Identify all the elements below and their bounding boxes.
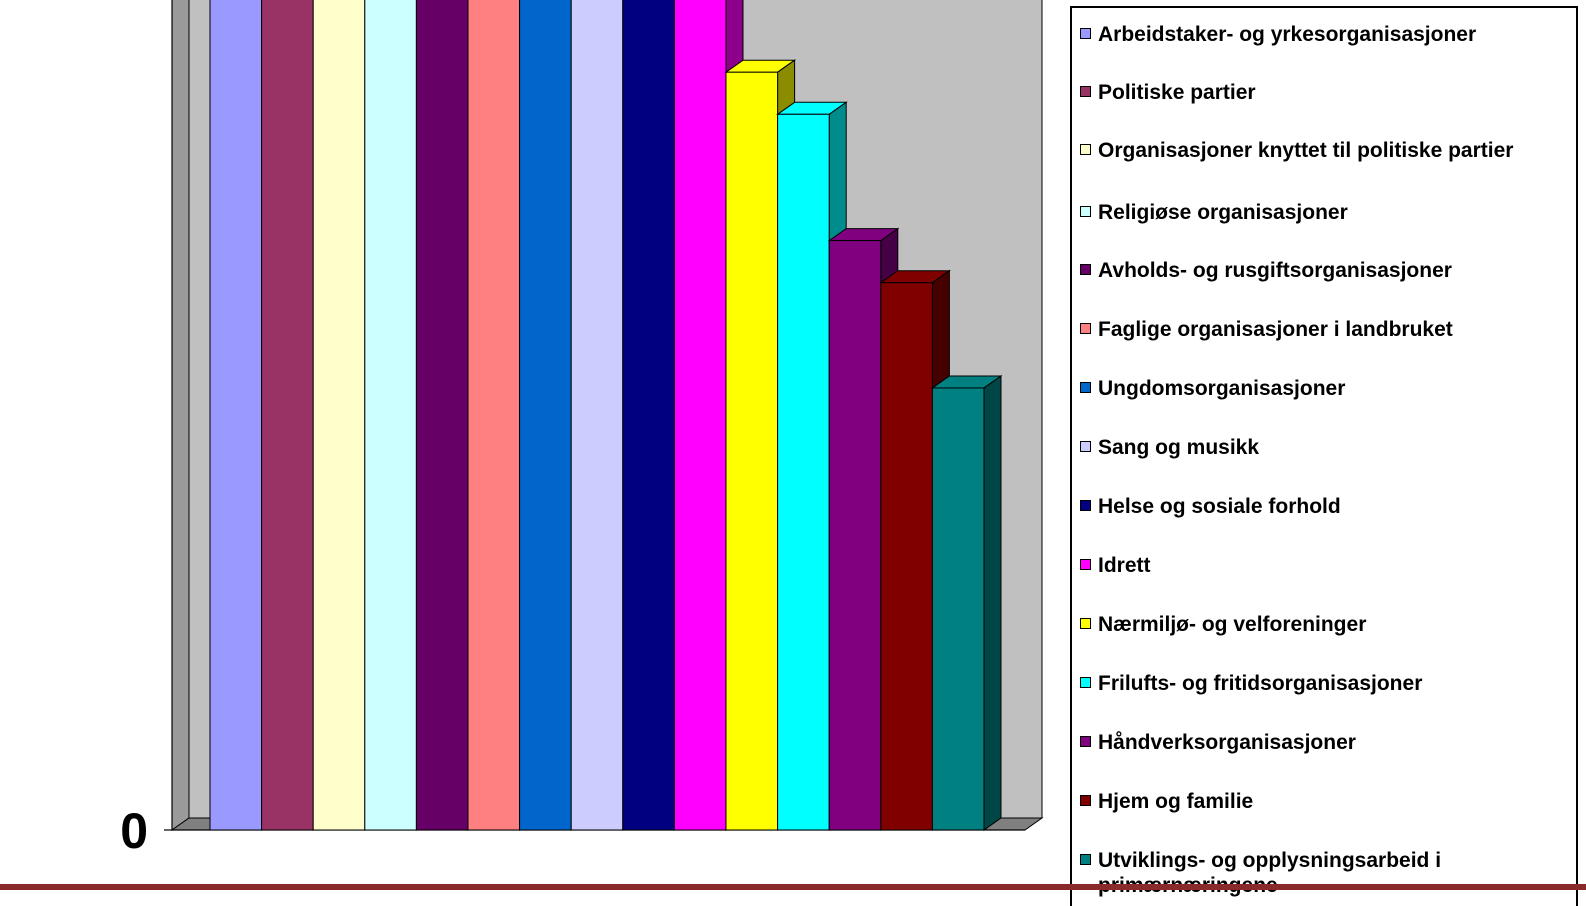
bar-front — [673, 0, 727, 831]
legend-item: Nærmiljø- og velforeninger — [1080, 612, 1572, 637]
legend-item: Sang og musikk — [1080, 435, 1572, 460]
legend-item: Helse og sosiale forhold — [1080, 494, 1572, 519]
bar-front — [828, 240, 882, 831]
legend: Arbeidstaker- og yrkesorganisasjoner Poli… — [1070, 6, 1578, 906]
legend-item: Politiske partier — [1080, 80, 1572, 105]
bar-front — [312, 0, 366, 831]
bar-front — [415, 0, 469, 831]
legend-item: Faglige organisasjoner i landbruket — [1080, 317, 1572, 342]
legend-item: Hjem og familie — [1080, 789, 1572, 814]
legend-label: Nærmiljø- og velforeninger — [1098, 613, 1367, 636]
bar-15 — [930, 374, 1003, 831]
legend-label: Politiske partier — [1098, 81, 1256, 104]
legend-label: Organisasjoner knyttet til politiske par… — [1098, 139, 1514, 162]
legend-swatch — [1080, 144, 1091, 155]
bar-front — [209, 0, 263, 831]
legend-swatch — [1080, 382, 1091, 393]
legend-label: Frilufts- og fritidsorganisasjoner — [1098, 672, 1423, 695]
legend-label: Sang og musikk — [1098, 436, 1260, 459]
legend-swatch — [1080, 323, 1091, 334]
side-wall — [171, 0, 190, 831]
bottom-rule — [0, 884, 1586, 890]
legend-label: Faglige organisasjoner i landbruket — [1098, 318, 1453, 341]
legend-label: Hjem og familie — [1098, 790, 1254, 813]
legend-swatch — [1080, 28, 1091, 39]
legend-swatch — [1080, 736, 1091, 747]
bar-front — [364, 0, 417, 831]
legend-swatch — [1080, 86, 1091, 97]
legend-label: Avholds- og rusgiftsorganisasjoner — [1098, 259, 1452, 282]
legend-label: Religiøse organisasjoner — [1098, 201, 1348, 224]
legend-label: Idrett — [1098, 554, 1151, 577]
legend-item: Avholds- og rusgiftsorganisasjoner — [1080, 258, 1572, 283]
bars — [209, 0, 1003, 831]
legend-swatch — [1080, 559, 1091, 570]
bar-front — [570, 0, 624, 831]
bar-front — [880, 282, 933, 831]
legend-swatch — [1080, 206, 1091, 217]
legend-swatch — [1080, 441, 1091, 452]
legend-item: Ungdomsorganisasjoner — [1080, 376, 1572, 401]
legend-swatch — [1080, 500, 1091, 511]
legend-swatch — [1080, 854, 1091, 865]
legend-swatch — [1080, 618, 1091, 629]
legend-label: Ungdomsorganisasjoner — [1098, 377, 1346, 400]
bar-front — [725, 71, 779, 831]
legend-item: Organisasjoner knyttet til politiske par… — [1080, 138, 1572, 163]
legend-item: Idrett — [1080, 553, 1572, 578]
bar-side — [983, 374, 1002, 831]
legend-item: Arbeidstaker- og yrkesorganisasjoner — [1080, 22, 1572, 47]
legend-swatch — [1080, 677, 1091, 688]
legend-item: Håndverksorganisasjoner — [1080, 730, 1572, 755]
y-tick-label: 0 — [120, 803, 148, 859]
legend-label: Helse og sosiale forhold — [1098, 495, 1341, 518]
bar-front — [777, 113, 830, 831]
bar-front — [519, 0, 572, 831]
legend-label: Arbeidstaker- og yrkesorganisasjoner — [1098, 23, 1477, 46]
legend-item: Religiøse organisasjoner — [1080, 200, 1572, 225]
legend-label: Håndverksorganisasjoner — [1098, 731, 1356, 754]
y-tick-labels: 0500100015002000250030003500 — [120, 803, 148, 859]
legend-swatch — [1080, 795, 1091, 806]
legend-item: Utviklings- og opplysningsarbeid i primæ… — [1080, 848, 1572, 898]
bar-front — [261, 0, 314, 831]
legend-swatch — [1080, 264, 1091, 275]
bar-front — [467, 0, 521, 831]
bar-front — [622, 0, 675, 831]
bar-front — [931, 387, 985, 831]
legend-item: Frilufts- og fritidsorganisasjoner — [1080, 671, 1572, 696]
